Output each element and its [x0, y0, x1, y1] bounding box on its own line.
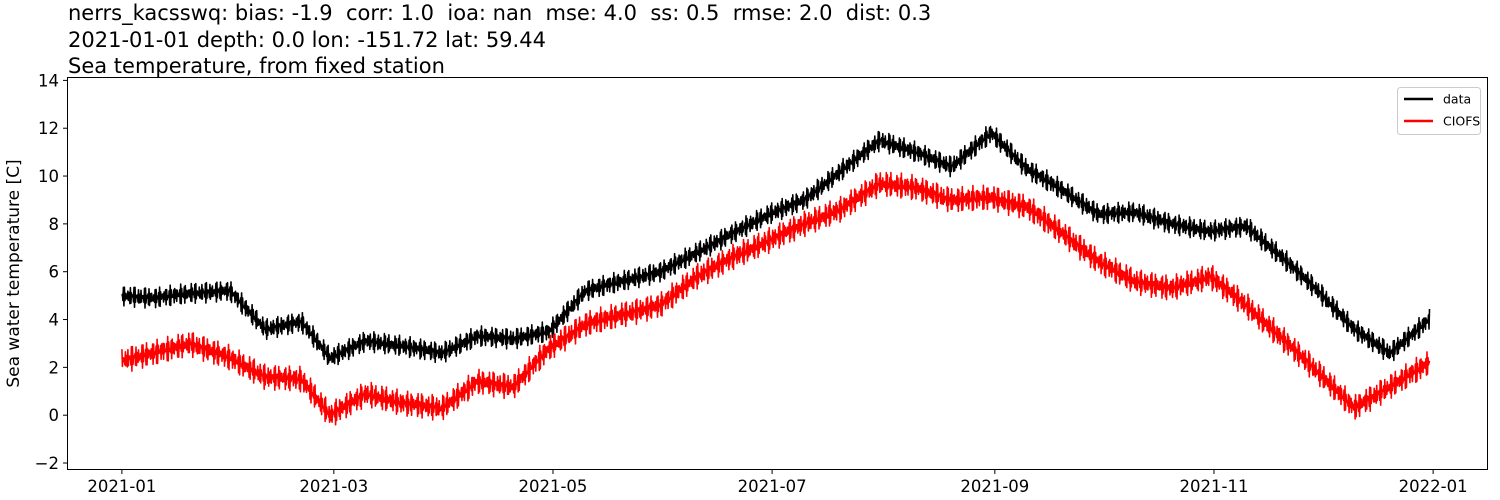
y-tick-label-12: 12 — [38, 119, 59, 138]
x-tick-label-2021-11: 2021-11 — [1180, 477, 1249, 496]
title-line-stats: nerrs_kacsswq: bias: -1.9 corr: 1.0 ioa:… — [68, 1, 932, 25]
x-tick-label-2022-01: 2022-01 — [1399, 477, 1468, 496]
series-line-ciofs — [121, 171, 1431, 426]
title-line-location: 2021-01-01 depth: 0.0 lon: -151.72 lat: … — [68, 27, 546, 52]
y-tick-label-10: 10 — [38, 167, 59, 186]
y-axis-label: Sea water temperature [C] — [4, 159, 24, 387]
plot-frame — [67, 77, 1488, 470]
series-line-data — [121, 125, 1431, 366]
x-tick-label-2021-07: 2021-07 — [738, 477, 807, 496]
series-layer — [121, 125, 1431, 426]
y-tick-label-0: 0 — [49, 406, 60, 425]
x-tick-label-2021-09: 2021-09 — [960, 477, 1029, 496]
x-tick-label-2021-03: 2021-03 — [299, 477, 368, 496]
legend: data CIOFS — [1397, 87, 1481, 135]
x-tick-label-2021-01: 2021-01 — [87, 477, 156, 496]
title-line-description: Sea temperature, from fixed station — [68, 54, 445, 78]
y-tick-label-8: 8 — [49, 215, 60, 234]
y-tick-label-4: 4 — [49, 311, 60, 330]
x-tick-label-2021-05: 2021-05 — [518, 477, 587, 496]
y-tick-label-2: 2 — [49, 358, 60, 377]
legend-label-data: data — [1443, 92, 1471, 107]
y-tick-label--2: −2 — [35, 454, 59, 473]
y-tick-label-14: 14 — [38, 71, 59, 90]
legend-label-ciofs: CIOFS — [1443, 114, 1480, 129]
chart-title: nerrs_kacsswq: bias: -1.9 corr: 1.0 ioa:… — [68, 0, 931, 80]
axes-layer: 2021-01 2021-03 2021-05 2021-07 2021-09 2021-… — [35, 71, 1468, 496]
y-tick-label-6: 6 — [49, 263, 60, 282]
